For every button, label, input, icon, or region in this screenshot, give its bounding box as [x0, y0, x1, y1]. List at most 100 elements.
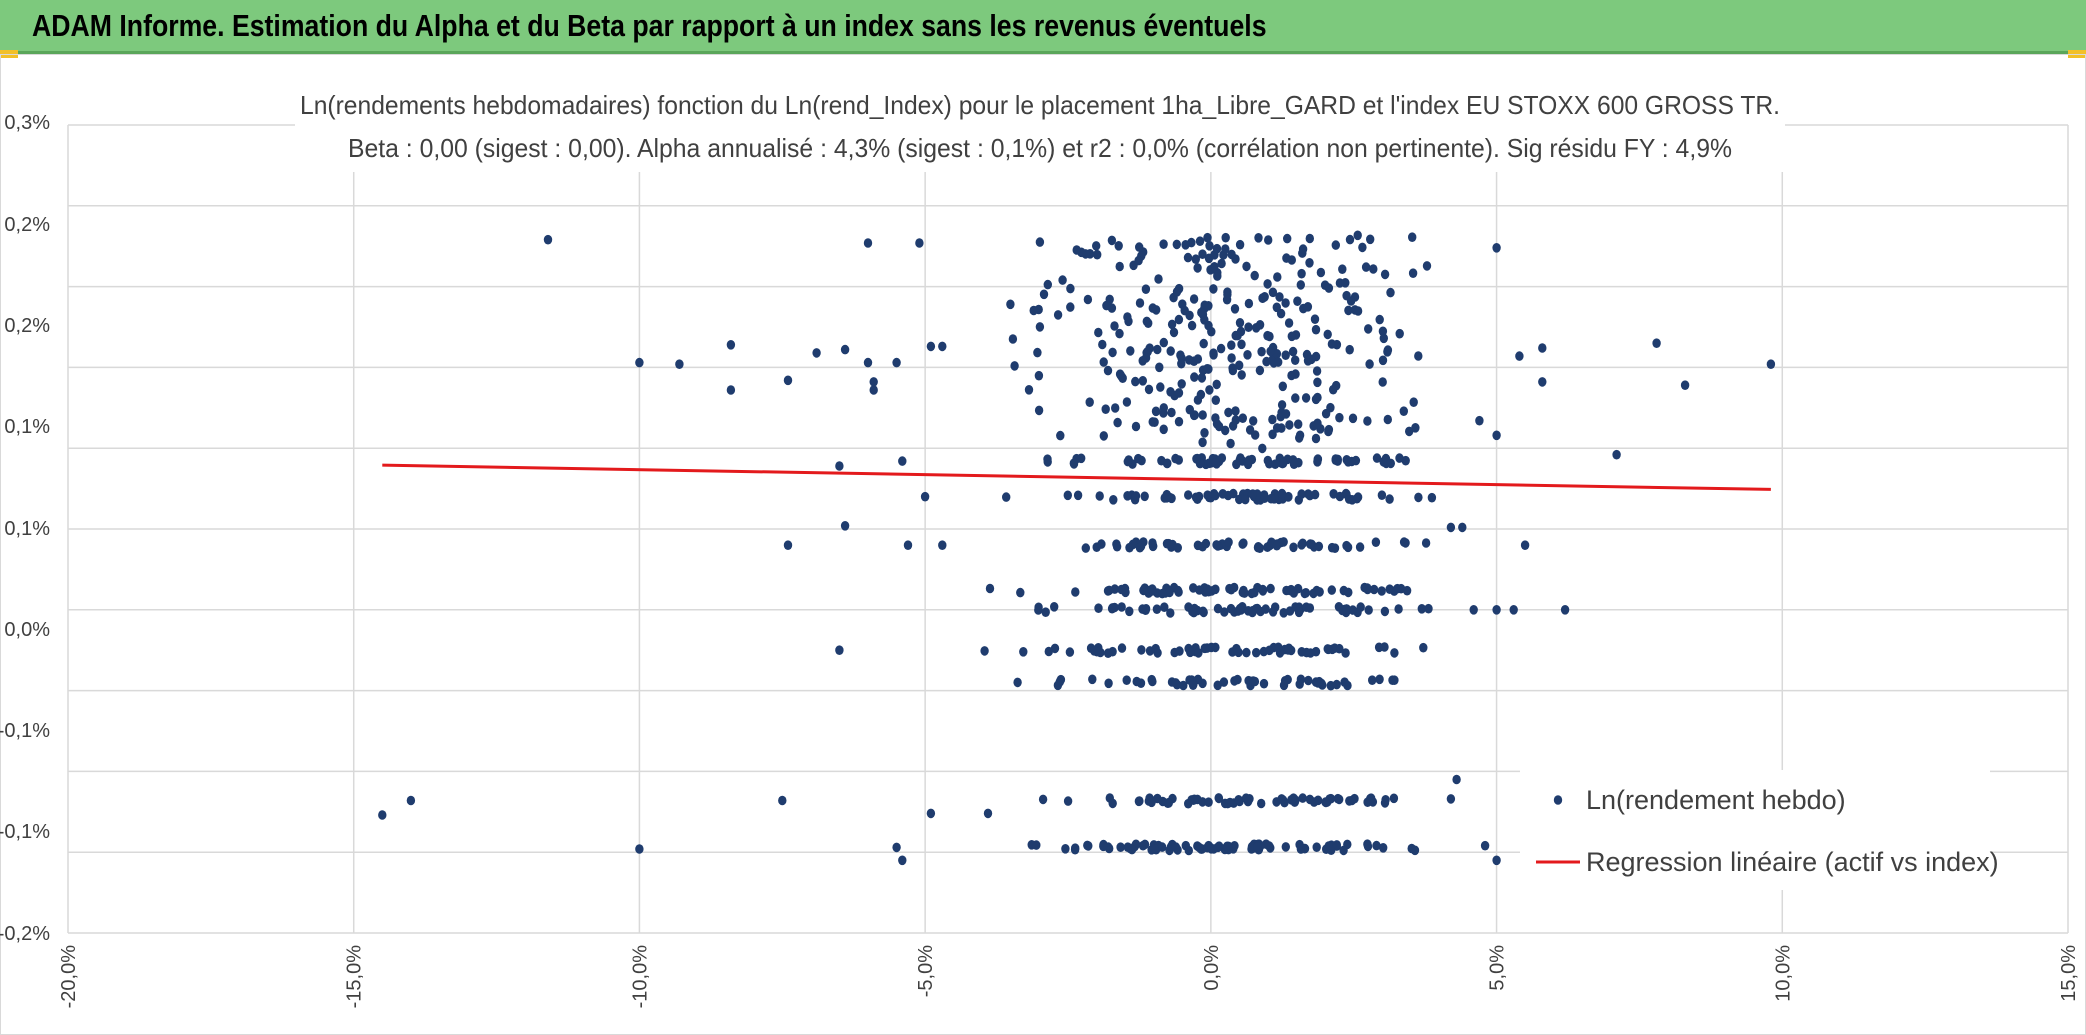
data-point [1329, 489, 1338, 499]
data-point [1019, 647, 1028, 657]
data-point [1173, 543, 1183, 553]
data-point [1766, 359, 1776, 370]
data-point [1332, 339, 1342, 350]
data-point [1181, 840, 1191, 851]
data-point [1153, 648, 1162, 658]
data-point [1273, 272, 1282, 282]
data-point [1117, 584, 1126, 595]
y-tick-label: -0,1% [0, 720, 50, 742]
data-point [1099, 357, 1108, 367]
data-point [920, 491, 930, 502]
data-point [1353, 230, 1362, 241]
data-point [1194, 648, 1203, 658]
data-point [1410, 845, 1420, 856]
data-point [1198, 541, 1207, 552]
data-point [1383, 414, 1393, 425]
data-point [1098, 339, 1107, 350]
data-point [1298, 244, 1308, 254]
data-point [1335, 491, 1345, 502]
data-point [1363, 841, 1373, 852]
data-point [1073, 490, 1083, 501]
data-point [1242, 647, 1251, 658]
data-point [1099, 841, 1108, 852]
data-point [1163, 458, 1172, 469]
data-point [1378, 326, 1388, 337]
data-point [1152, 604, 1162, 614]
data-point [1083, 294, 1093, 305]
chart-subtitle: Beta : 0,00 (sigest : 0,00). Alpha annua… [348, 133, 1732, 163]
data-point [1344, 305, 1353, 316]
data-point [1110, 321, 1119, 331]
data-point [1221, 232, 1230, 243]
data-point [1408, 232, 1417, 242]
data-point [1378, 355, 1388, 366]
data-point [1290, 797, 1300, 807]
data-point [1195, 842, 1204, 853]
data-point [1409, 397, 1418, 408]
data-point [1250, 270, 1259, 281]
x-tick-label: 5,0% [1487, 945, 1509, 991]
data-point [1167, 493, 1176, 504]
data-point [1344, 587, 1353, 598]
data-point [1394, 604, 1403, 614]
data-point [1160, 602, 1169, 612]
data-point [1209, 348, 1218, 359]
data-point [1327, 585, 1337, 595]
data-point [1237, 339, 1246, 350]
data-point [1395, 328, 1404, 339]
data-point [1300, 588, 1309, 599]
data-point [1167, 319, 1177, 330]
data-point [1257, 346, 1266, 357]
data-point [1331, 454, 1340, 464]
data-point [1171, 678, 1180, 688]
data-point [1115, 369, 1125, 380]
data-point [1313, 678, 1323, 688]
data-point [1227, 249, 1236, 260]
data-point [1207, 844, 1216, 854]
data-point [1278, 381, 1288, 392]
data-point [1245, 794, 1254, 804]
data-point [1126, 346, 1135, 356]
data-point [1380, 269, 1390, 280]
data-point [1306, 648, 1315, 658]
data-point [1227, 340, 1236, 351]
data-point [1191, 492, 1201, 503]
data-point [1024, 385, 1034, 395]
data-point [1264, 235, 1273, 245]
data-point [1216, 343, 1226, 354]
data-point [1284, 318, 1294, 328]
data-point [1250, 587, 1259, 598]
data-point [1380, 642, 1389, 652]
data-point [1385, 584, 1394, 594]
data-point [1335, 412, 1344, 423]
data-point [1315, 587, 1324, 597]
data-point [1272, 540, 1282, 551]
data-point [1277, 400, 1287, 410]
legend-label-scatter: Ln(rendement hebdo) [1586, 785, 1846, 815]
data-point [1139, 585, 1148, 596]
data-point [1240, 588, 1249, 598]
data-point [1141, 604, 1151, 614]
data-point [1446, 794, 1456, 804]
data-point [1203, 584, 1212, 594]
y-axis-ticks: -0,2% -0,1% -0,1% 0,0% 0,1% 0,1% 0,2% 0,2% 0,3% [0, 112, 50, 945]
data-point [1475, 415, 1484, 426]
data-point [1034, 405, 1044, 416]
data-point [1095, 491, 1104, 501]
data-point [1143, 346, 1152, 357]
data-point [778, 795, 787, 806]
data-point [1312, 842, 1321, 852]
data-point [1061, 844, 1070, 854]
data-point [1375, 674, 1384, 685]
data-point [1113, 417, 1122, 428]
data-point [1193, 263, 1202, 273]
data-point [1302, 349, 1312, 360]
data-point [1314, 541, 1324, 552]
data-point [1338, 264, 1347, 275]
data-point [1353, 492, 1363, 502]
data-point [1379, 843, 1388, 853]
data-point [1365, 359, 1374, 369]
data-point [1358, 242, 1367, 253]
data-point [1680, 380, 1690, 391]
data-point [1309, 797, 1319, 807]
